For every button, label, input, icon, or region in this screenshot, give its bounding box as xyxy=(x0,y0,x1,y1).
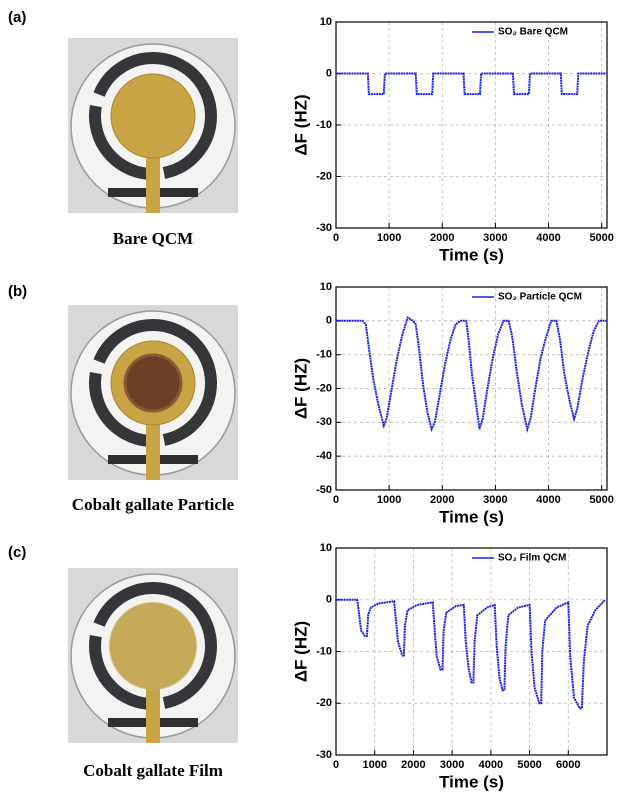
x-tick-label: 5000 xyxy=(517,759,541,771)
y-tick-label: 0 xyxy=(326,594,332,606)
x-axis-title: Time (s) xyxy=(439,245,504,264)
x-tick-label: 2000 xyxy=(430,494,454,506)
x-axis-title: Time (s) xyxy=(439,507,504,526)
x-tick-label: 3000 xyxy=(440,759,464,771)
data-line xyxy=(336,315,607,433)
x-tick-label: 4000 xyxy=(536,494,560,506)
y-tick-label: 10 xyxy=(320,542,332,554)
x-tick-label: 4000 xyxy=(479,759,503,771)
y-tick-label: 10 xyxy=(320,16,332,28)
x-tick-label: 4000 xyxy=(536,232,560,244)
x-tick-label: 1000 xyxy=(377,494,401,506)
panel-label: (b) xyxy=(8,283,27,300)
y-tick-label: -20 xyxy=(316,697,332,709)
x-tick-label: 1000 xyxy=(377,232,401,244)
qcm-photo xyxy=(68,38,238,213)
x-tick-label: 3000 xyxy=(483,494,507,506)
legend-label: SO₂ Particle QCM xyxy=(498,292,582,303)
x-tick-label: 5000 xyxy=(589,494,613,506)
legend-label: SO₂ Bare QCM xyxy=(498,27,568,38)
x-tick-label: 1000 xyxy=(362,759,386,771)
panel-label: (c) xyxy=(8,544,26,561)
x-tick-label: 5000 xyxy=(589,232,613,244)
photos xyxy=(68,38,238,743)
y-tick-label: 10 xyxy=(320,281,332,293)
plot-frame xyxy=(335,547,608,756)
y-tick-label: 0 xyxy=(326,67,332,79)
y-tick-label: -10 xyxy=(316,645,332,657)
film-coating xyxy=(109,602,197,690)
y-tick-label: -10 xyxy=(316,119,332,131)
x-tick-label: 2000 xyxy=(430,232,454,244)
y-tick-label: -30 xyxy=(316,416,332,428)
plot-frame xyxy=(335,286,608,491)
y-axis-title: ΔF (HZ) xyxy=(291,358,310,419)
y-axis-title: ΔF (HZ) xyxy=(291,94,310,155)
caption: Cobalt gallate Film xyxy=(83,761,223,780)
x-tick-label: 3000 xyxy=(483,232,507,244)
y-tick-label: -10 xyxy=(316,349,332,361)
caption: Cobalt gallate Particle xyxy=(72,495,235,514)
y-tick-label: -30 xyxy=(316,222,332,234)
y-tick-label: -50 xyxy=(316,484,332,496)
y-tick-label: -20 xyxy=(316,382,332,394)
caption: Bare QCM xyxy=(113,229,193,248)
y-tick-label: 0 xyxy=(326,315,332,327)
data-line xyxy=(336,72,607,96)
x-axis-title: Time (s) xyxy=(439,772,504,791)
x-tick-label: 0 xyxy=(333,494,339,506)
legend-label: SO₂ Film QCM xyxy=(498,553,566,564)
y-tick-label: -20 xyxy=(316,170,332,182)
data-line xyxy=(336,598,606,710)
particle-coating xyxy=(123,353,183,413)
chart: -50 -40 -30 -20 -10 0 10 0 1000 2000 3000 4000 5000 S… xyxy=(291,281,613,527)
x-tick-label: 0 xyxy=(333,759,339,771)
chart: -30 -20 -10 0 10 0 1000 2000 3000 4000 5000 SO₂ Bar… xyxy=(291,16,613,265)
x-tick-label: 0 xyxy=(333,232,339,244)
y-axis-title: ΔF (HZ) xyxy=(291,621,310,682)
x-tick-label: 2000 xyxy=(401,759,425,771)
y-tick-label: -30 xyxy=(316,749,332,761)
y-tick-label: -40 xyxy=(316,450,332,462)
x-tick-label: 6000 xyxy=(556,759,580,771)
chart: -30 -20 -10 0 10 0 1000 2000 3000 4000 5000 6000 SO₂… xyxy=(291,542,608,791)
plot-frame xyxy=(335,21,608,229)
panel-label: (a) xyxy=(8,9,26,26)
